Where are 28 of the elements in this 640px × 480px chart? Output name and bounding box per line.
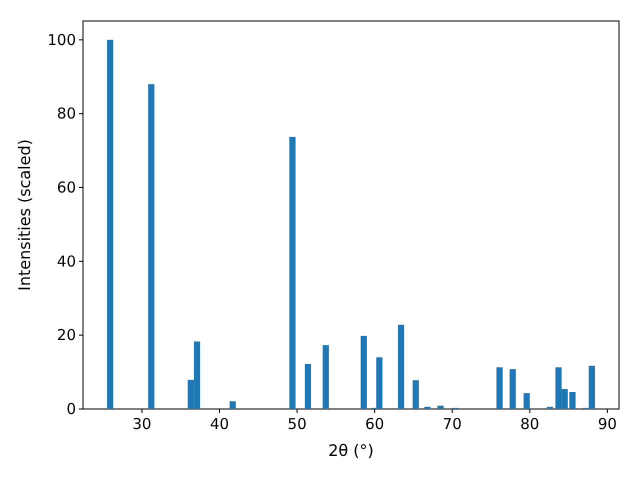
x-tick-label: 90 [598, 415, 617, 433]
bar [107, 40, 114, 409]
y-tick-label: 60 [56, 178, 76, 196]
x-tick-label: 70 [442, 415, 462, 433]
x-tick-label: 40 [210, 415, 230, 433]
y-tick-label: 20 [56, 326, 76, 344]
bar [496, 367, 503, 409]
x-tick-label: 50 [288, 415, 307, 433]
x-tick-label: 80 [520, 415, 540, 433]
y-axis-title: Intensities (scaled) [15, 139, 34, 291]
bar [289, 136, 296, 409]
x-tick-label: 30 [132, 415, 152, 433]
bar [437, 406, 444, 409]
bar [230, 401, 236, 409]
bar [510, 369, 516, 409]
x-axis-title: 2θ (°) [328, 441, 374, 460]
y-tick-label: 0 [66, 400, 76, 418]
bar [360, 336, 367, 409]
y-tick-label: 100 [47, 30, 76, 49]
bar [412, 380, 419, 409]
bar [398, 324, 404, 409]
bar [524, 393, 530, 409]
bar [148, 84, 154, 409]
bar [304, 364, 312, 409]
y-tick-label: 40 [56, 252, 76, 270]
y-tick-label: 80 [56, 104, 76, 123]
x-tick-label: 60 [365, 415, 384, 433]
bar [322, 345, 329, 409]
